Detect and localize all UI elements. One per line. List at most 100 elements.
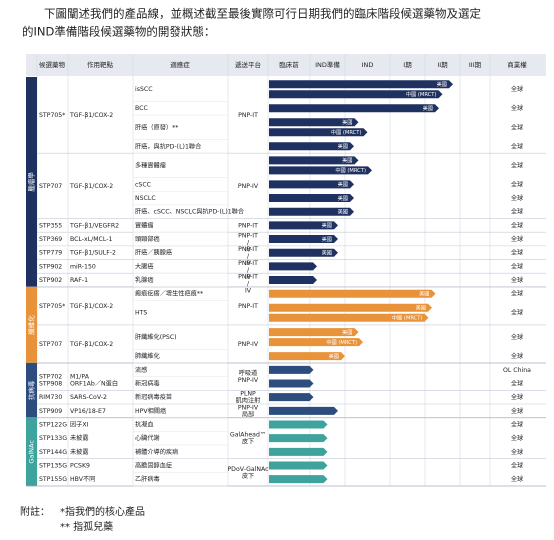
target: TGF-β1/COX-2 — [69, 341, 113, 348]
bar-label: 美國 — [419, 290, 429, 298]
bar-label: 美國 — [437, 80, 447, 88]
target: ORF1Ab／N蛋白 — [70, 380, 118, 388]
stage-bar — [269, 328, 359, 337]
candidate: STP135G — [39, 463, 67, 470]
stage-bar — [269, 352, 345, 361]
stage-bar — [269, 248, 338, 257]
header-cell: 臨床前 — [279, 60, 299, 69]
indication: 補體介導的疾病 — [135, 448, 178, 456]
stage-bar — [269, 365, 314, 374]
header-cell: II期 — [437, 61, 448, 69]
indication: 新冠病毒 — [135, 380, 160, 388]
stage-bar — [269, 207, 354, 216]
rights: 全球 — [511, 352, 524, 360]
stage-bar — [269, 194, 354, 203]
rights: 全球 — [511, 407, 524, 415]
stage-bar — [269, 235, 338, 244]
indication: 乳腺癌 — [135, 276, 154, 284]
stage-bar — [269, 276, 317, 285]
stage-bar — [269, 166, 372, 175]
target: PCSK9 — [70, 463, 90, 470]
candidate: STP779 — [39, 250, 62, 257]
rights: 全球 — [511, 421, 524, 429]
stage-bar — [269, 379, 314, 388]
platform: PNP-IV — [238, 341, 259, 348]
bar-label: 美國 — [338, 142, 348, 150]
stage-bar — [269, 434, 328, 443]
bar-label: 美國 — [338, 208, 348, 216]
indication: 乙肝病毒 — [135, 475, 160, 483]
rights: 全球 — [511, 290, 524, 298]
indication: isSCC — [135, 86, 153, 93]
rights: 全球 — [511, 249, 524, 257]
platform: PNP-IT / IV — [238, 260, 258, 281]
bar-label: 中國 (MRCT) — [335, 166, 366, 174]
candidate: RIM730 — [39, 394, 62, 401]
bar-label: 美國 — [338, 180, 348, 188]
stage-bar — [269, 156, 359, 165]
rights: 全球 — [511, 142, 524, 150]
rights: 全球 — [511, 85, 524, 93]
rights: 全球 — [511, 276, 524, 284]
candidate: STP707 — [39, 341, 62, 348]
stage-bar — [269, 128, 368, 137]
stage-bar — [269, 221, 338, 230]
platform: GalAhead™皮下 — [230, 432, 266, 446]
indication: 瘢痕疙瘩／增生性疤痕** — [135, 290, 203, 298]
rights: 全球 — [511, 333, 524, 341]
platform: PNP-IT / IV — [238, 233, 258, 254]
platform: PNP-IT / IV — [238, 246, 258, 267]
target: TGF-β1/COX-2 — [69, 112, 113, 119]
candidate: STP355 — [39, 222, 62, 229]
platform: 呼吸道 PNP-IV — [238, 369, 259, 384]
bar-label: 美國 — [342, 118, 352, 126]
rights: 全球 — [511, 208, 524, 216]
target: M1/PA — [70, 374, 90, 381]
target: 未披露 — [70, 434, 89, 442]
stage-bar — [269, 313, 429, 322]
target: HBV不同 — [70, 476, 95, 483]
target: VP16/18-E7 — [70, 408, 106, 415]
target: TGF-β1/COX-2 — [69, 303, 113, 310]
stage-bar — [269, 142, 354, 151]
rights: 全球 — [511, 448, 524, 456]
stage-bar — [269, 180, 354, 189]
rights: 全球 — [511, 380, 524, 388]
rights: 全球 — [511, 393, 524, 401]
bar-label: 中國 (MRCT) — [331, 128, 362, 136]
indication: 實體瘤 — [135, 221, 154, 229]
bar-label: 美國 — [342, 328, 352, 336]
target: BCL-xL/MCL-1 — [70, 236, 112, 243]
header-cell: IND準備 — [315, 60, 340, 69]
target: 未披露 — [70, 448, 89, 456]
stage-bar — [269, 118, 359, 127]
indication: cSCC — [135, 181, 151, 188]
header-bg — [26, 54, 546, 76]
platform: PNP-IT / IV — [238, 274, 258, 295]
stage-bar — [269, 303, 432, 312]
rights: 全球 — [511, 104, 524, 112]
bar-label: 美國 — [322, 235, 332, 243]
indication: 肝癌、cSCC、NSCLC與抗PD-(L)1聯合 — [135, 208, 244, 216]
stage-bar — [269, 447, 328, 456]
note-line: ** 指孤兒藥 — [60, 520, 113, 533]
rights: 全球 — [511, 434, 524, 442]
bar-label: 美國 — [322, 221, 332, 229]
platform: PNP-IT — [238, 222, 258, 229]
rights: 全球 — [511, 462, 524, 470]
stage-bar — [269, 461, 328, 470]
indication: 流感 — [135, 366, 147, 374]
candidate: STP144G — [39, 449, 67, 456]
note-line: *指我們的核心產品 — [60, 505, 145, 518]
indication: 高膽固醇血症 — [135, 462, 172, 470]
candidate: STP133G — [39, 435, 67, 442]
bar-label: 美國 — [322, 249, 332, 257]
indication: BCC — [135, 105, 148, 112]
section-band — [26, 363, 37, 418]
candidate: STP902 — [39, 263, 62, 270]
section-label: 腫瘤學 — [27, 172, 36, 192]
stage-bar — [269, 475, 328, 484]
indication: 肺纖維化 — [135, 352, 160, 360]
stage-bar — [269, 420, 328, 429]
